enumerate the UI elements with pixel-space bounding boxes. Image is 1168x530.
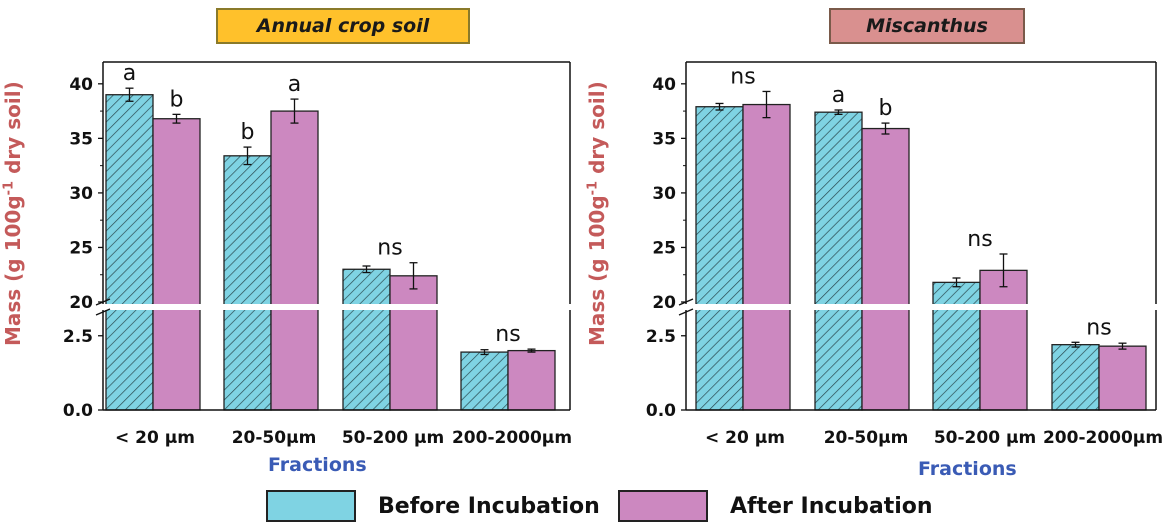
bar-before bbox=[932, 281, 981, 411]
significance-label: ns bbox=[495, 322, 520, 347]
x-tick-label: < 20 µm bbox=[705, 428, 785, 448]
y-tick-label: 0.0 bbox=[63, 401, 93, 421]
x-tick-label: 50-200 µm bbox=[934, 428, 1036, 448]
x-tick-label: 200-2000µm bbox=[452, 428, 572, 448]
significance-label: b bbox=[241, 120, 255, 145]
bar-before bbox=[460, 351, 509, 411]
significance-label: b bbox=[170, 87, 184, 112]
bar-before bbox=[342, 268, 391, 411]
bar-after bbox=[742, 103, 791, 411]
x-tick-label: 20-50µm bbox=[824, 428, 909, 448]
bar-after bbox=[979, 269, 1028, 411]
y-tick-label: 0.0 bbox=[646, 401, 676, 421]
y-tick-label: 40 bbox=[69, 75, 93, 95]
bar-before bbox=[1051, 344, 1100, 411]
y-tick-label: 30 bbox=[652, 184, 676, 204]
legend-swatch-after bbox=[618, 490, 708, 522]
bar-after bbox=[861, 127, 910, 411]
bar-before bbox=[695, 106, 744, 411]
axis-break-mark bbox=[678, 308, 694, 316]
x-tick-label: 20-50µm bbox=[232, 428, 317, 448]
y-axis-label-text: Mass (g 100g-1 dry soil) bbox=[1, 81, 25, 346]
chart-panel-miscanthus: 20 25 30 35 40 0.0 2.5 < 20 µm 20-50µm 50-200 µm 2… bbox=[646, 61, 1163, 448]
y-axis-label-text: Mass (g 100g-1 dry soil) bbox=[585, 81, 609, 346]
x-tick-label: 50-200 µm bbox=[342, 428, 444, 448]
bar-after bbox=[389, 275, 438, 411]
axis-break-band bbox=[97, 304, 576, 310]
bar-after bbox=[152, 118, 201, 411]
legend-label-after: After Incubation bbox=[730, 493, 933, 519]
significance-label: a bbox=[832, 83, 845, 108]
bar-before bbox=[105, 94, 154, 411]
significance-label: ns bbox=[730, 64, 755, 89]
superscript: -1 bbox=[585, 180, 601, 196]
bar-before bbox=[814, 111, 863, 411]
y-tick-label: 25 bbox=[69, 238, 93, 258]
x-axis-label-miscanthus: Fractions bbox=[918, 458, 1017, 480]
y-tick-label: 2.5 bbox=[63, 327, 93, 347]
x-tick-label: < 20 µm bbox=[115, 428, 195, 448]
legend-swatch-before bbox=[266, 490, 356, 522]
x-tick-label: 200-2000µm bbox=[1043, 428, 1163, 448]
legend-after: After Incubation bbox=[618, 486, 933, 526]
legend-before: Before Incubation bbox=[266, 486, 600, 526]
bar-before bbox=[223, 155, 272, 411]
axis-break-band bbox=[680, 304, 1162, 310]
chart-panel-annual: 20 25 30 35 40 0.0 2.5 < 20 µm 20-50µm 50-200 µm 2… bbox=[63, 61, 576, 448]
superscript: -1 bbox=[1, 180, 17, 196]
y-tick-label: 40 bbox=[652, 75, 676, 95]
y-tick-label: 2.5 bbox=[646, 327, 676, 347]
y-tick-label: 35 bbox=[652, 129, 676, 149]
y-axis-label-miscanthus: Mass (g 100g-1 dry soil) bbox=[585, 81, 609, 346]
bar-after bbox=[1098, 345, 1147, 411]
x-axis-label-annual: Fractions bbox=[268, 454, 367, 476]
y-axis-label-annual: Mass (g 100g-1 dry soil) bbox=[1, 81, 25, 346]
bar-after bbox=[507, 349, 556, 411]
significance-label: b bbox=[879, 96, 893, 121]
y-tick-label: 20 bbox=[652, 293, 676, 313]
significance-label: ns bbox=[967, 227, 992, 252]
chart-title-miscanthus: Miscanthus bbox=[829, 8, 1025, 44]
significance-label: ns bbox=[1086, 315, 1111, 340]
axis-break-mark bbox=[95, 308, 111, 316]
significance-label: a bbox=[123, 61, 136, 86]
chart-title-annual: Annual crop soil bbox=[216, 8, 470, 44]
significance-label: a bbox=[288, 72, 301, 97]
y-tick-label: 35 bbox=[69, 129, 93, 149]
significance-label: ns bbox=[377, 236, 402, 261]
y-tick-label: 20 bbox=[69, 293, 93, 313]
y-tick-label: 25 bbox=[652, 238, 676, 258]
legend-label-before: Before Incubation bbox=[378, 493, 600, 519]
bar-after bbox=[270, 110, 319, 411]
y-tick-label: 30 bbox=[69, 184, 93, 204]
